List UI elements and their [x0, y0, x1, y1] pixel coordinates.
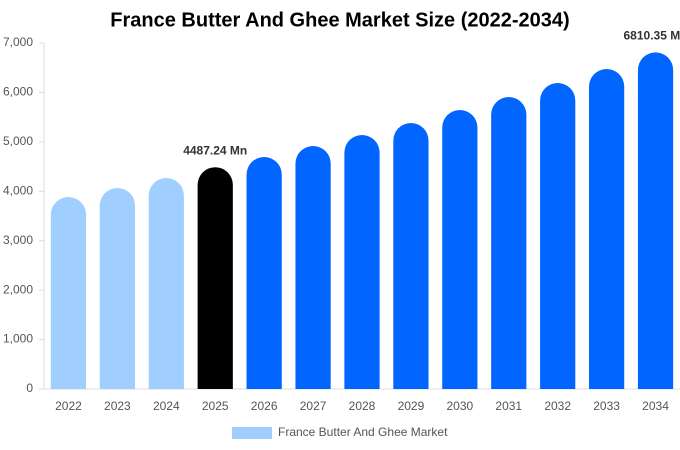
bar [637, 52, 674, 389]
x-tick-label: 2027 [300, 399, 327, 413]
bar [197, 167, 233, 389]
data-label: 4487.24 Mn [183, 143, 247, 157]
y-tick-label: 1,000 [3, 332, 33, 346]
y-tick-label: 3,000 [3, 233, 33, 247]
bar [50, 197, 87, 389]
legend-swatch [232, 427, 272, 439]
bar [589, 68, 625, 390]
x-tick-label: 2025 [202, 399, 229, 413]
x-tick-label: 2031 [495, 399, 522, 413]
bar [442, 110, 478, 389]
chart-title: France Butter And Ghee Market Size (2022… [110, 9, 569, 31]
x-tick-label: 2032 [544, 399, 571, 413]
x-tick-label: 2034 [642, 399, 669, 413]
x-tick-label: 2030 [446, 399, 473, 413]
x-tick-label: 2028 [349, 399, 376, 413]
x-tick-label: 2022 [55, 399, 82, 413]
x-tick-label: 2023 [104, 399, 131, 413]
x-tick-label: 2029 [398, 399, 425, 413]
x-tick-label: 2033 [593, 399, 620, 413]
bar [491, 97, 527, 390]
bar [344, 134, 380, 389]
data-label: 6810.35 Mn [624, 29, 680, 43]
x-tick-label: 2024 [153, 399, 180, 413]
bar [148, 177, 184, 389]
bar [246, 156, 282, 389]
y-tick-label: 6,000 [3, 85, 33, 99]
y-tick-label: 0 [26, 381, 33, 395]
y-tick-label: 4,000 [3, 183, 33, 197]
bar [540, 82, 576, 389]
y-tick-label: 2,000 [3, 282, 33, 296]
legend-label: France Butter And Ghee Market [278, 425, 448, 439]
bar [393, 123, 429, 390]
y-tick-label: 5,000 [3, 134, 33, 148]
bar [99, 188, 135, 389]
bar [295, 146, 331, 389]
x-tick-label: 2026 [251, 399, 278, 413]
y-tick-label: 7,000 [3, 35, 33, 49]
